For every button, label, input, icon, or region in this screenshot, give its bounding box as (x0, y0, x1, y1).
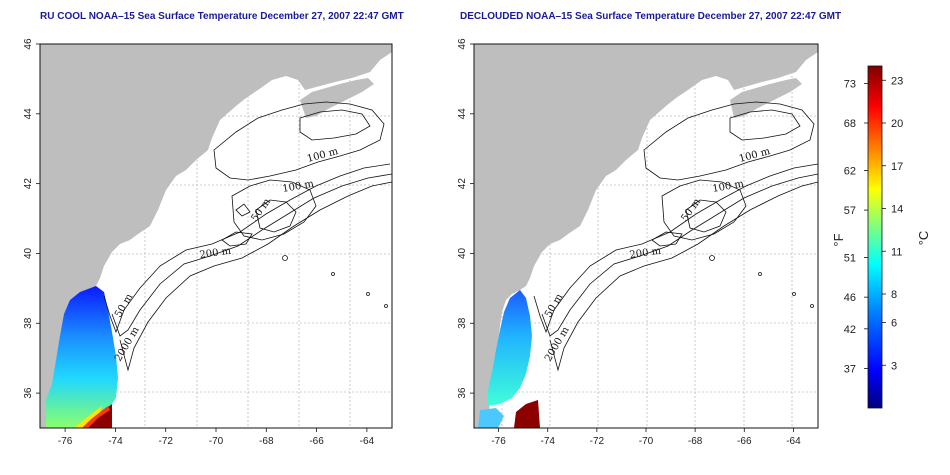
lon-tick-label: -64 (360, 436, 375, 447)
lon-tick-label: -66 (737, 436, 752, 447)
colorbar-c-tick: 8 (891, 289, 897, 301)
sst-warm (514, 400, 540, 428)
lat-tick-label: 42 (457, 178, 468, 190)
axis-ticks: -76 -74 -72 -70 -68 -66 -64 36 38 40 42 44 46 -76 -74 -… (23, 38, 801, 447)
colorbar-c-tick: 6 (891, 318, 897, 330)
lon-tick-label: -72 (590, 436, 605, 447)
colorbar: °F °C 73 68 62 57 51 46 42 37 23 20 17 14 11 8 6 3 (831, 65, 931, 409)
lon-tick-label: -66 (309, 436, 324, 447)
colorbar-f-tick: 37 (844, 363, 856, 375)
lat-tick-label: 40 (457, 247, 468, 259)
colorbar-c-tick: 11 (891, 246, 902, 258)
lat-tick-label: 36 (457, 387, 468, 399)
colorbar-c-tick: 14 (891, 204, 903, 216)
lat-tick-label: 36 (23, 387, 34, 399)
lon-tick-label: -74 (108, 436, 123, 447)
land (474, 44, 818, 428)
sst-field (488, 290, 532, 406)
sst-fringe (478, 408, 504, 428)
colorbar-c-tick: 3 (891, 360, 897, 372)
fahrenheit-unit-label: °F (831, 233, 846, 246)
map-1-panel (39, 43, 393, 429)
lat-tick-label: 44 (23, 108, 34, 120)
sst-field (46, 286, 118, 428)
lon-tick-label: -70 (209, 436, 224, 447)
colorbar-f-tick: 62 (844, 166, 856, 178)
map-2-panel (473, 43, 819, 429)
lon-tick-label: -76 (491, 436, 506, 447)
colorbar-f-tick: 68 (844, 118, 856, 130)
map-1-title: RU COOL NOAA–15 Sea Surface Temperature … (40, 11, 404, 22)
lat-tick-label: 38 (23, 317, 34, 329)
isobaths (533, 101, 819, 372)
lat-tick-label: 46 (23, 38, 34, 50)
celsius-unit-label: °C (916, 231, 931, 246)
outlying-points (709, 255, 814, 308)
colorbar-c-tick: 17 (891, 161, 903, 173)
colorbar-f-tick: 57 (844, 205, 856, 217)
sst-yellow-edge (74, 406, 102, 428)
lat-tick-label: 40 (23, 247, 34, 259)
contour-label: 200 m (629, 246, 662, 261)
colorbar-f-tick: 46 (844, 292, 856, 304)
colorbar-f-tick: 42 (844, 324, 856, 336)
lat-tick-label: 44 (457, 108, 468, 120)
lon-tick-label: -76 (58, 436, 73, 447)
lon-tick-label: -72 (158, 436, 173, 447)
colorbar-f-tick: 73 (844, 78, 856, 90)
land (40, 44, 392, 428)
contour-label: 200 m (199, 246, 232, 261)
lon-tick-label: -64 (786, 436, 801, 447)
colorbar-c-tick: 20 (891, 118, 903, 130)
lon-tick-label: -68 (688, 436, 703, 447)
lat-tick-label: 38 (457, 317, 468, 329)
lon-tick-label: -70 (639, 436, 654, 447)
isobaths (103, 101, 393, 372)
map-2-title: DECLOUDED NOAA–15 Sea Surface Temperatur… (460, 11, 842, 22)
colorbar-f-tick: 51 (844, 253, 856, 265)
colorbar-scale (867, 65, 883, 409)
lon-tick-label: -68 (259, 436, 274, 447)
lat-tick-label: 46 (457, 38, 468, 50)
lon-tick-label: -74 (540, 436, 555, 447)
lat-tick-label: 42 (23, 178, 34, 190)
outlying-points (282, 255, 388, 308)
nova-scotia (300, 78, 374, 118)
nova-scotia (730, 78, 802, 118)
colorbar-c-tick: 23 (891, 75, 903, 87)
